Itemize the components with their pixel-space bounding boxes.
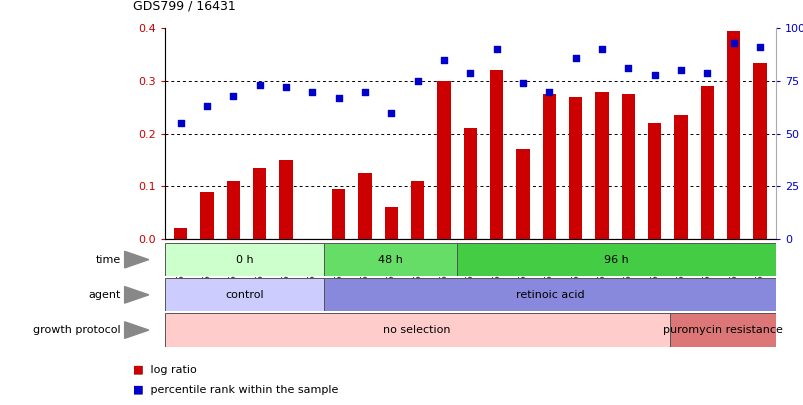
- Bar: [324, 278, 775, 311]
- Bar: [490, 70, 503, 239]
- Bar: [332, 189, 344, 239]
- Point: [595, 46, 608, 53]
- Bar: [165, 278, 324, 311]
- Point: [542, 88, 555, 95]
- Bar: [279, 160, 292, 239]
- Point: [358, 88, 371, 95]
- Point: [569, 55, 581, 61]
- Text: agent: agent: [88, 290, 120, 300]
- Bar: [200, 192, 214, 239]
- Bar: [226, 181, 239, 239]
- Text: 96 h: 96 h: [603, 255, 628, 264]
- Point: [516, 80, 529, 86]
- Text: 48 h: 48 h: [377, 255, 402, 264]
- Polygon shape: [124, 322, 149, 339]
- Bar: [542, 94, 555, 239]
- Text: ■: ■: [132, 385, 143, 395]
- Text: time: time: [96, 255, 120, 264]
- Bar: [752, 62, 766, 239]
- Bar: [669, 313, 775, 347]
- Text: puromycin resistance: puromycin resistance: [662, 325, 781, 335]
- Point: [332, 95, 344, 101]
- Bar: [700, 86, 713, 239]
- Bar: [516, 149, 529, 239]
- Text: retinoic acid: retinoic acid: [515, 290, 584, 300]
- Point: [463, 69, 476, 76]
- Point: [279, 84, 292, 91]
- Bar: [595, 92, 608, 239]
- Polygon shape: [124, 287, 149, 303]
- Text: no selection: no selection: [383, 325, 450, 335]
- Bar: [463, 128, 476, 239]
- Point: [385, 109, 397, 116]
- Bar: [253, 168, 266, 239]
- Point: [253, 82, 266, 88]
- Point: [410, 78, 423, 84]
- Bar: [173, 228, 187, 239]
- Point: [174, 120, 187, 126]
- Text: ■  log ratio: ■ log ratio: [132, 365, 196, 375]
- Point: [226, 92, 239, 99]
- Point: [647, 71, 660, 78]
- Point: [752, 44, 765, 51]
- Point: [622, 65, 634, 72]
- Bar: [358, 173, 371, 239]
- Bar: [437, 81, 450, 239]
- Bar: [726, 31, 740, 239]
- Point: [437, 57, 450, 63]
- Text: ■: ■: [132, 365, 143, 375]
- Point: [490, 46, 503, 53]
- Text: ■  percentile rank within the sample: ■ percentile rank within the sample: [132, 385, 337, 395]
- Point: [727, 40, 740, 46]
- Bar: [456, 243, 775, 276]
- Point: [305, 88, 318, 95]
- Point: [700, 69, 713, 76]
- Bar: [647, 123, 660, 239]
- Bar: [165, 243, 324, 276]
- Bar: [569, 97, 581, 239]
- Text: control: control: [225, 290, 263, 300]
- Polygon shape: [124, 251, 149, 268]
- Text: 0 h: 0 h: [235, 255, 253, 264]
- Bar: [385, 207, 397, 239]
- Bar: [621, 94, 634, 239]
- Bar: [674, 115, 687, 239]
- Bar: [324, 243, 456, 276]
- Point: [200, 103, 213, 109]
- Text: GDS799 / 16431: GDS799 / 16431: [132, 0, 235, 12]
- Bar: [165, 313, 669, 347]
- Bar: [410, 181, 424, 239]
- Text: growth protocol: growth protocol: [33, 325, 120, 335]
- Point: [674, 67, 687, 74]
